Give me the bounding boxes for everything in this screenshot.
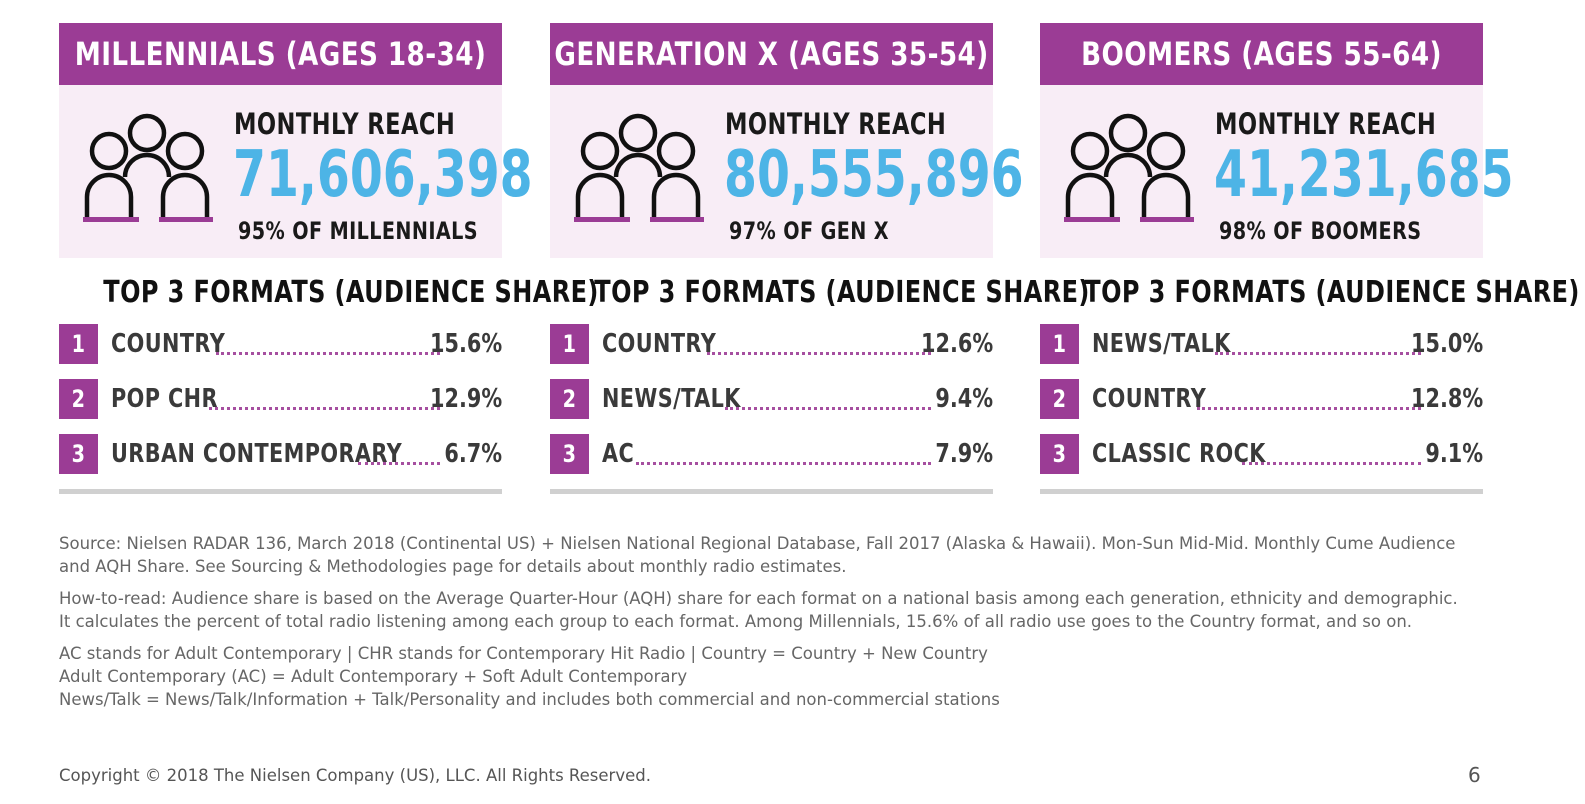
format-row: 3 CLASSIC ROCK 9.1% (1040, 434, 1483, 474)
rank-badge: 1 (1040, 324, 1079, 364)
format-share: 12.9% (429, 384, 502, 414)
generation-panel-boomers: BOOMERS (AGES 55-64) MONTHLY REACH 41,23… (1040, 23, 1580, 494)
format-share: 12.6% (920, 329, 993, 359)
format-name: COUNTRY (602, 329, 717, 359)
format-row: 1 NEWS/TALK 15.0% (1040, 324, 1483, 364)
rank-number: 3 (562, 440, 577, 468)
format-row: 2 NEWS/TALK 9.4% (550, 379, 993, 419)
format-row: 1 COUNTRY 12.6% (550, 324, 993, 364)
reach-label: MONTHLY REACH (234, 107, 456, 141)
format-name: AC (602, 439, 635, 469)
monthly-reach-box: MONTHLY REACH 71,606,398 95% OF MILLENNI… (59, 85, 533, 258)
generation-panel-millennials: MILLENNIALS (AGES 18-34) MONTHLY REACH 7… (59, 23, 599, 494)
rank-number: 1 (71, 330, 86, 358)
formats-title: TOP 3 FORMATS (AUDIENCE SHARE) (594, 275, 1090, 310)
reach-value: 80,555,896 (724, 138, 1024, 212)
rank-number: 1 (562, 330, 577, 358)
format-row: 3 AC 7.9% (550, 434, 993, 474)
reach-percentage: 95% OF MILLENNIALS (238, 217, 478, 245)
rank-number: 1 (1052, 330, 1067, 358)
rank-badge: 1 (550, 324, 589, 364)
format-name: NEWS/TALK (1092, 329, 1231, 359)
format-share: 6.7% (444, 439, 502, 469)
dot-leader (707, 352, 931, 355)
copyright: Copyright © 2018 The Nielsen Company (US… (59, 766, 651, 785)
source-note: Source: Nielsen RADAR 136, March 2018 (C… (59, 534, 1456, 576)
panel-header: GENERATION X (AGES 35-54) (554, 23, 988, 85)
reach-label: MONTHLY REACH (1215, 107, 1437, 141)
rank-number: 3 (1052, 440, 1067, 468)
format-share: 9.1% (1425, 439, 1483, 469)
footnotes: Source: Nielsen RADAR 136, March 2018 (C… (59, 532, 1459, 711)
dot-leader (209, 407, 440, 410)
panel-header-bar: BOOMERS (AGES 55-64) (1040, 23, 1483, 85)
format-name: COUNTRY (111, 329, 226, 359)
dot-leader (1197, 407, 1421, 410)
format-row: 2 COUNTRY 12.8% (1040, 379, 1483, 419)
format-share: 15.0% (1410, 329, 1483, 359)
definition-line: News/Talk = News/Talk/Information + Talk… (59, 690, 1000, 709)
format-list: 1 NEWS/TALK 15.0% 2 COUNTRY 12.8% 3 CLAS… (1040, 324, 1483, 474)
formats-title: TOP 3 FORMATS (AUDIENCE SHARE) (103, 275, 599, 310)
rank-badge: 3 (59, 434, 98, 474)
reach-value: 41,231,685 (1214, 138, 1514, 212)
reach-percentage: 97% OF GEN X (729, 217, 889, 245)
format-share: 9.4% (935, 384, 993, 414)
panel-bottom-rule (550, 489, 993, 494)
rank-number: 2 (1052, 385, 1067, 413)
people-group-icon (83, 113, 213, 222)
format-list: 1 COUNTRY 12.6% 2 NEWS/TALK 9.4% 3 AC 7.… (550, 324, 993, 474)
panel-header-bar: GENERATION X (AGES 35-54) (550, 23, 993, 85)
panel-bottom-rule (59, 489, 502, 494)
dot-leader (1215, 352, 1421, 355)
dot-leader (358, 462, 440, 465)
rank-badge: 1 (59, 324, 98, 364)
format-share: 7.9% (935, 439, 993, 469)
generation-panel-gen-x: GENERATION X (AGES 35-54) MONTHLY REACH … (550, 23, 1090, 494)
format-name: NEWS/TALK (602, 384, 741, 414)
format-name: URBAN CONTEMPORARY (111, 439, 403, 469)
rank-badge: 2 (550, 379, 589, 419)
monthly-reach-box: MONTHLY REACH 41,231,685 98% OF BOOMERS (1040, 85, 1514, 258)
monthly-reach-box: MONTHLY REACH 80,555,896 97% OF GEN X (550, 85, 1024, 258)
definition-line: AC stands for Adult Contemporary | CHR s… (59, 644, 988, 663)
dot-leader (636, 462, 931, 465)
reach-percentage: 98% OF BOOMERS (1219, 217, 1422, 245)
dot-leader (1242, 462, 1421, 465)
format-list: 1 COUNTRY 15.6% 2 POP CHR 12.9% 3 URBAN … (59, 324, 502, 474)
rank-number: 3 (71, 440, 86, 468)
definitions: AC stands for Adult Contemporary | CHR s… (59, 642, 1459, 711)
reach-value: 71,606,398 (233, 138, 533, 212)
panel-bottom-rule (1040, 489, 1483, 494)
page-number: 6 (1468, 763, 1481, 787)
formats-title: TOP 3 FORMATS (AUDIENCE SHARE) (1084, 275, 1580, 310)
rank-badge: 3 (550, 434, 589, 474)
format-name: COUNTRY (1092, 384, 1207, 414)
definition-line: Adult Contemporary (AC) = Adult Contempo… (59, 667, 688, 686)
panel-header-bar: MILLENNIALS (AGES 18-34) (59, 23, 502, 85)
rank-badge: 2 (1040, 379, 1079, 419)
rank-badge: 3 (1040, 434, 1079, 474)
format-row: 3 URBAN CONTEMPORARY 6.7% (59, 434, 502, 474)
format-name: POP CHR (111, 384, 218, 414)
panel-header: BOOMERS (AGES 55-64) (1079, 23, 1444, 85)
format-share: 12.8% (1410, 384, 1483, 414)
people-group-icon (574, 113, 704, 222)
format-row: 1 COUNTRY 15.6% (59, 324, 502, 364)
rank-number: 2 (71, 385, 86, 413)
rank-number: 2 (562, 385, 577, 413)
dot-leader (725, 407, 931, 410)
reach-label: MONTHLY REACH (725, 107, 947, 141)
format-share: 15.6% (429, 329, 502, 359)
format-row: 2 POP CHR 12.9% (59, 379, 502, 419)
people-group-icon (1064, 113, 1194, 222)
rank-badge: 2 (59, 379, 98, 419)
how-to-read-note: How-to-read: Audience share is based on … (59, 589, 1458, 631)
format-name: CLASSIC ROCK (1092, 439, 1266, 469)
panel-header: MILLENNIALS (AGES 18-34) (75, 23, 486, 85)
dot-leader (216, 352, 440, 355)
